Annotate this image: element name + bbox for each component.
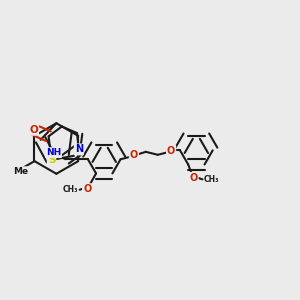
Text: O: O [130,150,138,161]
Text: CH₃: CH₃ [203,175,219,184]
Text: S: S [48,155,55,165]
Text: Me: Me [13,167,28,176]
Text: O: O [29,125,38,135]
Text: CH₃: CH₃ [63,185,78,194]
Text: N: N [75,145,83,154]
Text: NH: NH [46,148,61,157]
Text: O: O [189,173,198,183]
Text: O: O [83,184,91,194]
Text: O: O [167,146,175,156]
